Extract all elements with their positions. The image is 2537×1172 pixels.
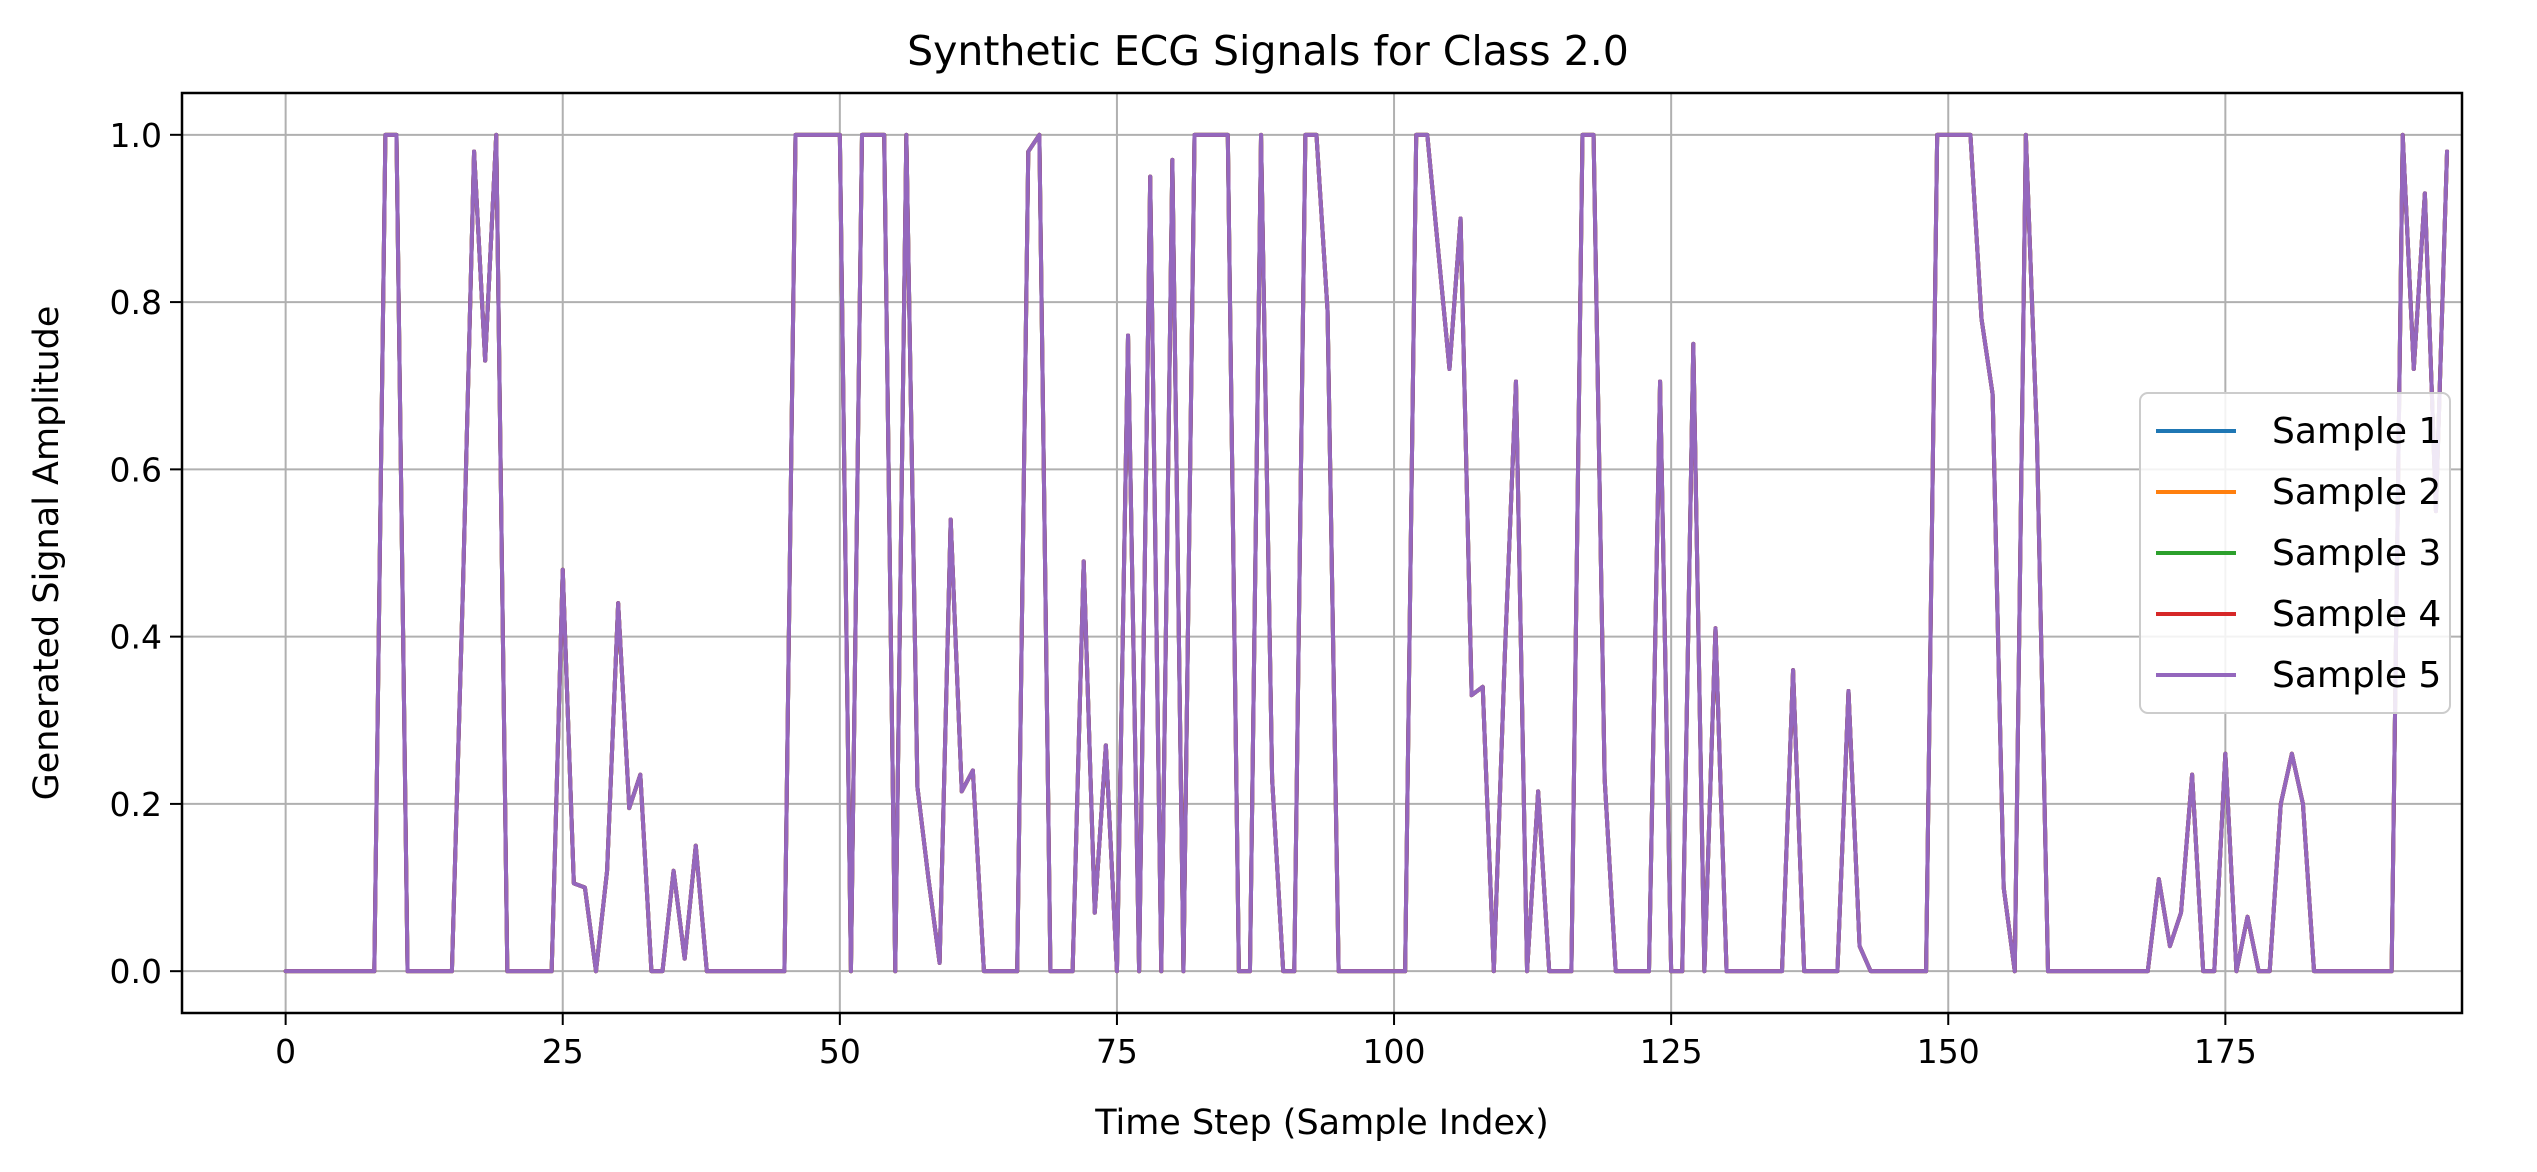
x-tick-label: 150 — [1917, 1032, 1980, 1071]
legend-entry-sample-5: Sample 5 — [2272, 655, 2441, 696]
y-tick-label: 0.2 — [110, 785, 162, 824]
y-tick-label: 0.8 — [110, 283, 162, 322]
legend-entry-sample-1: Sample 1 — [2272, 411, 2441, 452]
tick-layer: 0 25 50 75 100 125 150 175 0.0 0.2 0.4 0.6 0.8 1.0 — [110, 116, 2257, 1071]
legend-box — [2139, 392, 2451, 714]
y-tick-label: 1.0 — [110, 116, 162, 155]
x-tick-label: 25 — [542, 1032, 584, 1071]
x-tick-label: 125 — [1640, 1032, 1703, 1071]
legend: Sample 1 Sample 2 Sample 3 Sample 4 Sample 5 — [2139, 392, 2451, 714]
x-axis-label: Time Step (Sample Index) — [1094, 1103, 1549, 1143]
legend-entry-sample-3: Sample 3 — [2272, 533, 2441, 574]
legend-entry-sample-2: Sample 2 — [2272, 472, 2441, 513]
y-tick-label: 0.4 — [110, 618, 162, 657]
y-tick-label: 0.6 — [110, 450, 162, 489]
chart-title: Synthetic ECG Signals for Class 2.0 — [907, 27, 1629, 75]
y-axis-label: Generated Signal Amplitude — [27, 306, 67, 801]
series-line-sample-5 — [283, 132, 2450, 974]
x-tick-label: 75 — [1096, 1032, 1138, 1071]
x-tick-label: 175 — [2194, 1032, 2257, 1071]
x-tick-label: 50 — [819, 1032, 861, 1071]
x-tick-label: 100 — [1363, 1032, 1426, 1071]
series-layer — [283, 132, 2450, 974]
legend-entry-sample-4: Sample 4 — [2272, 594, 2441, 635]
plot-frame — [180, 91, 2464, 1015]
x-tick-label: 0 — [275, 1032, 296, 1071]
y-tick-label: 0.0 — [110, 952, 162, 991]
